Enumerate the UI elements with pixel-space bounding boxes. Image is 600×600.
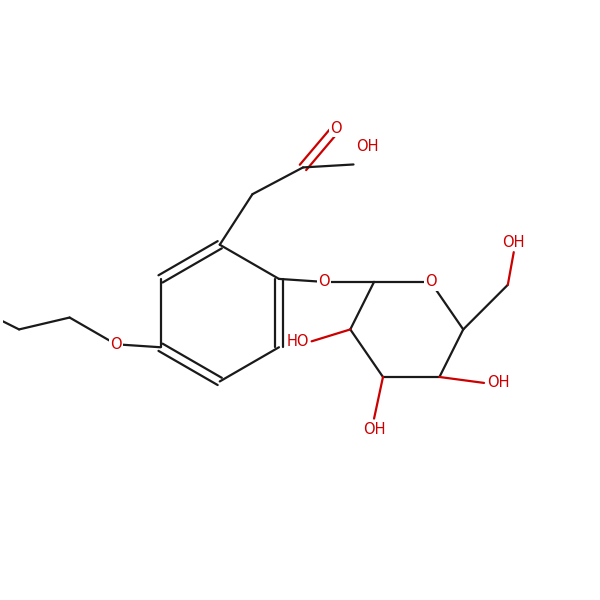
Text: HO: HO — [286, 334, 308, 349]
Text: OH: OH — [487, 376, 509, 391]
Text: O: O — [318, 274, 329, 289]
Text: OH: OH — [356, 139, 379, 154]
Text: O: O — [425, 274, 436, 289]
Text: OH: OH — [503, 235, 525, 250]
Text: O: O — [110, 337, 122, 352]
Text: OH: OH — [363, 422, 385, 437]
Text: O: O — [330, 121, 341, 136]
